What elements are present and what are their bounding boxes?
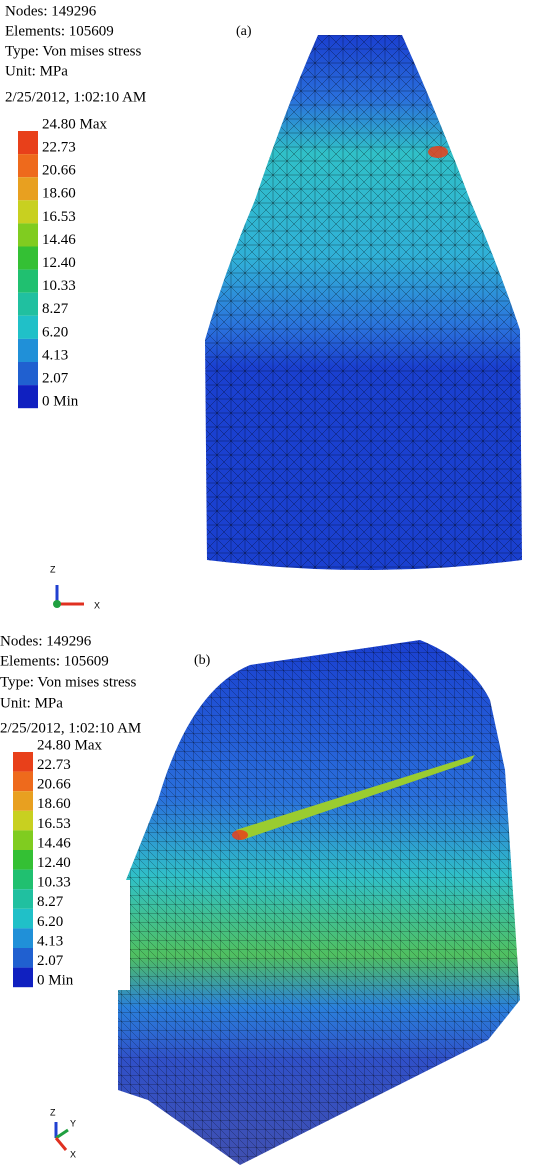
axis-triad [56, 1122, 68, 1150]
info-line: 2/25/2012, 1:02:10 AM [0, 720, 141, 736]
hotspot [232, 830, 248, 840]
legend-label: 20.66 [37, 777, 71, 793]
legend-label: 10.33 [37, 875, 71, 891]
panel-b: (b) Nodes: 149296 Elements: 105609 Type: Vo… [0, 633, 520, 1165]
legend-swatch [13, 948, 33, 968]
legend-swatch [13, 889, 33, 909]
legend-swatch [18, 154, 38, 177]
legend-label: 4.13 [37, 933, 63, 949]
legend-label: 18.60 [37, 796, 71, 812]
info-line: Unit: MPa [5, 63, 68, 79]
legend-label: 16.53 [42, 209, 76, 225]
legend-label: 2.07 [37, 953, 64, 969]
legend-swatch [18, 293, 38, 316]
legend-label: 16.53 [37, 816, 71, 832]
axis-label: X [70, 1149, 76, 1159]
hotspot [428, 146, 448, 158]
axis-label: Y [70, 1118, 76, 1128]
info-line: Elements: 105609 [0, 653, 109, 669]
axis-label: X [94, 600, 100, 610]
legend-label: 24.80 Max [37, 737, 102, 753]
legend-label: 6.20 [37, 914, 63, 930]
info-line: Type: Von mises stress [5, 43, 141, 59]
mesh-lines [118, 640, 520, 1165]
legend-label: 0 Min [42, 394, 79, 410]
panel-label: (b) [194, 653, 211, 668]
legend-label: 10.33 [42, 278, 76, 294]
legend-label: 22.73 [42, 140, 76, 156]
legend-label: 12.40 [37, 855, 71, 871]
legend-swatch [18, 362, 38, 385]
legend-label: 0 Min [37, 973, 74, 989]
legend-swatch [18, 223, 38, 246]
legend-swatch [13, 772, 33, 792]
figure: (a) Nodes: 149296 Elements: 105609 Type: Vo… [0, 0, 534, 1175]
legend-backdrop [110, 880, 130, 990]
info-line: Type: Von mises stress [0, 674, 136, 690]
legend-label: 18.60 [42, 186, 76, 202]
axis-triad [53, 585, 84, 608]
legend-swatch [13, 968, 33, 988]
legend-label: 20.66 [42, 163, 76, 179]
legend-swatch [18, 247, 38, 270]
legend-label: 24.80 Max [42, 116, 107, 132]
legend-swatch [13, 909, 33, 929]
legend-swatch [13, 870, 33, 890]
info-line: Elements: 105609 [5, 23, 114, 39]
axis-label: Z [50, 564, 56, 574]
legend-swatch [18, 270, 38, 293]
info-line: Nodes: 149296 [0, 633, 92, 649]
legend-label: 8.27 [37, 894, 64, 910]
legend-label: 8.27 [42, 301, 69, 317]
legend-label: 22.73 [37, 757, 71, 773]
legend-swatch [18, 339, 38, 362]
legend-swatch [13, 830, 33, 850]
info-line: Nodes: 149296 [5, 3, 97, 19]
legend-swatch [13, 928, 33, 948]
legend-label: 2.07 [42, 371, 69, 387]
legend-label: 14.46 [37, 835, 71, 851]
legend-swatch [18, 316, 38, 339]
legend-label: 6.20 [42, 324, 68, 340]
legend-label: 4.13 [42, 347, 68, 363]
info-line: Unit: MPa [0, 695, 63, 711]
legend-swatch [18, 177, 38, 200]
mesh-lines [205, 35, 522, 570]
axis-label: Z [50, 1107, 56, 1117]
legend-label: 12.40 [42, 255, 76, 271]
legend-swatch [13, 791, 33, 811]
legend-swatch [13, 752, 33, 772]
panel-label: (a) [236, 24, 252, 39]
legend-swatch [18, 385, 38, 408]
legend-swatch [18, 131, 38, 154]
legend-swatch [13, 811, 33, 831]
legend-label: 14.46 [42, 232, 76, 248]
panel-a: (a) Nodes: 149296 Elements: 105609 Type: Vo… [5, 3, 522, 610]
legend-swatch [18, 200, 38, 223]
legend-swatch [13, 850, 33, 870]
info-line: 2/25/2012, 1:02:10 AM [5, 89, 146, 105]
